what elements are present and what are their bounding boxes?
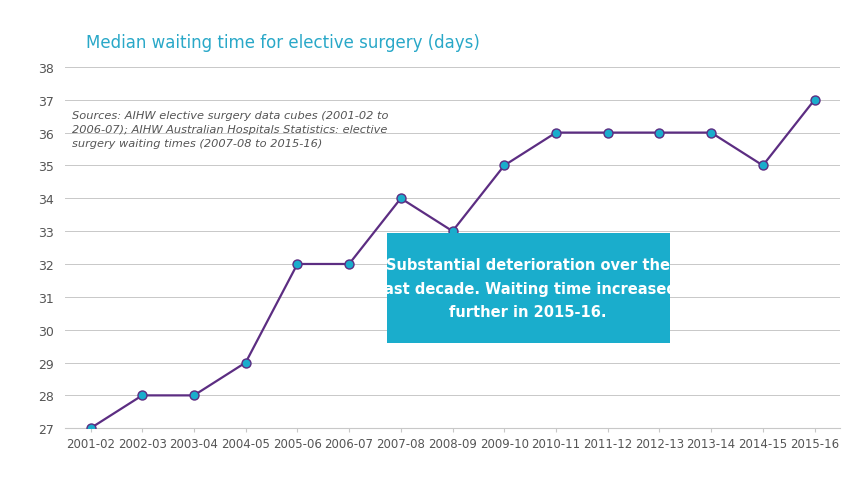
Point [290, 260, 304, 268]
Point [548, 129, 562, 137]
Point [807, 97, 821, 105]
Point [238, 359, 252, 367]
Point [135, 392, 149, 399]
Point [703, 129, 717, 137]
Point [342, 260, 356, 268]
Point [497, 162, 511, 170]
Point [755, 162, 769, 170]
Point [600, 129, 614, 137]
FancyBboxPatch shape [386, 234, 669, 344]
Text: Median waiting time for elective surgery (days): Median waiting time for elective surgery… [86, 34, 480, 52]
Point [652, 129, 666, 137]
Text: Sources: AIHW elective surgery data cubes (2001-02 to
2006-07); AIHW Australian : Sources: AIHW elective surgery data cube… [72, 111, 388, 149]
Point [84, 424, 97, 432]
Text: Substantial deterioration over the
last decade. Waiting time increased
further i: Substantial deterioration over the last … [379, 258, 677, 319]
Point [187, 392, 201, 399]
Point [445, 228, 459, 236]
Point [393, 195, 407, 203]
